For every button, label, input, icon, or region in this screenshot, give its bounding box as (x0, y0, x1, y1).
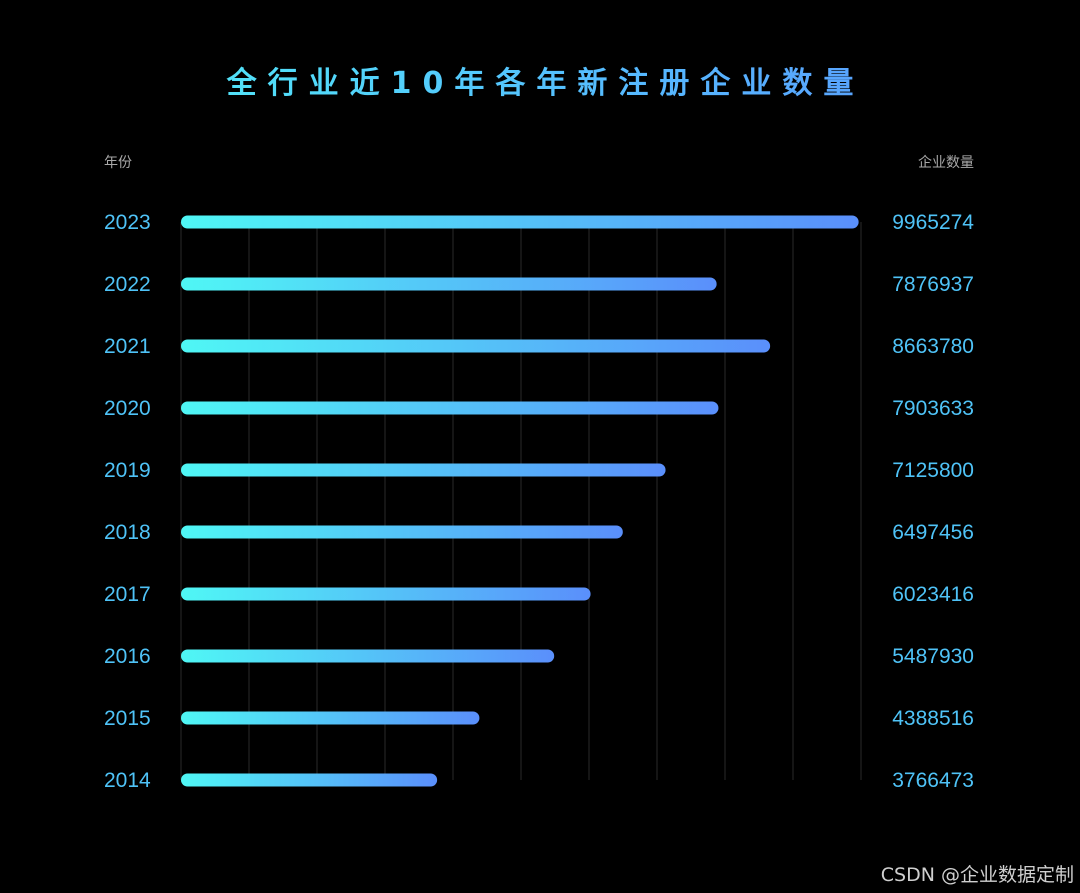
year-label: 2023 (104, 211, 151, 234)
bar-2020 (181, 401, 719, 415)
value-label: 7876937 (892, 273, 974, 296)
bar-2018 (181, 525, 623, 539)
value-label: 9965274 (892, 211, 974, 234)
year-label: 2015 (104, 707, 151, 730)
bar-2017 (181, 587, 591, 601)
year-column-header: 年份 (104, 155, 132, 171)
year-label: 2018 (104, 521, 151, 544)
bar-2022 (181, 277, 717, 291)
year-label: 2016 (104, 645, 151, 668)
value-label: 3766473 (892, 769, 974, 792)
bar-2021 (181, 339, 771, 353)
value-label: 5487930 (892, 645, 974, 668)
bar-2016 (181, 649, 555, 663)
count-column-header: 企业数量 (918, 155, 974, 171)
chart-title: 全行业近10年各年新注册企业数量 (0, 62, 1080, 106)
year-label: 2021 (104, 335, 151, 358)
bar-2015 (181, 711, 480, 725)
value-label: 8663780 (892, 335, 974, 358)
value-label: 7125800 (892, 459, 974, 482)
value-label: 6497456 (892, 521, 974, 544)
bar-2023 (181, 215, 859, 229)
bar-2014 (181, 773, 438, 787)
grid-lines (180, 222, 862, 780)
year-label: 2017 (104, 583, 151, 606)
year-label: 2022 (104, 273, 151, 296)
year-label: 2014 (104, 769, 151, 792)
value-label: 7903633 (892, 397, 974, 420)
value-label: 6023416 (892, 583, 974, 606)
value-label: 4388516 (892, 707, 974, 730)
year-label: 2020 (104, 397, 151, 420)
year-label: 2019 (104, 459, 151, 482)
labels: 2023 9965274 2022 7876937 2021 8663780 2020 790… (104, 211, 974, 792)
watermark: CSDN @企业数据定制 (880, 864, 1074, 886)
bars (181, 215, 859, 787)
bar-2019 (181, 463, 666, 477)
